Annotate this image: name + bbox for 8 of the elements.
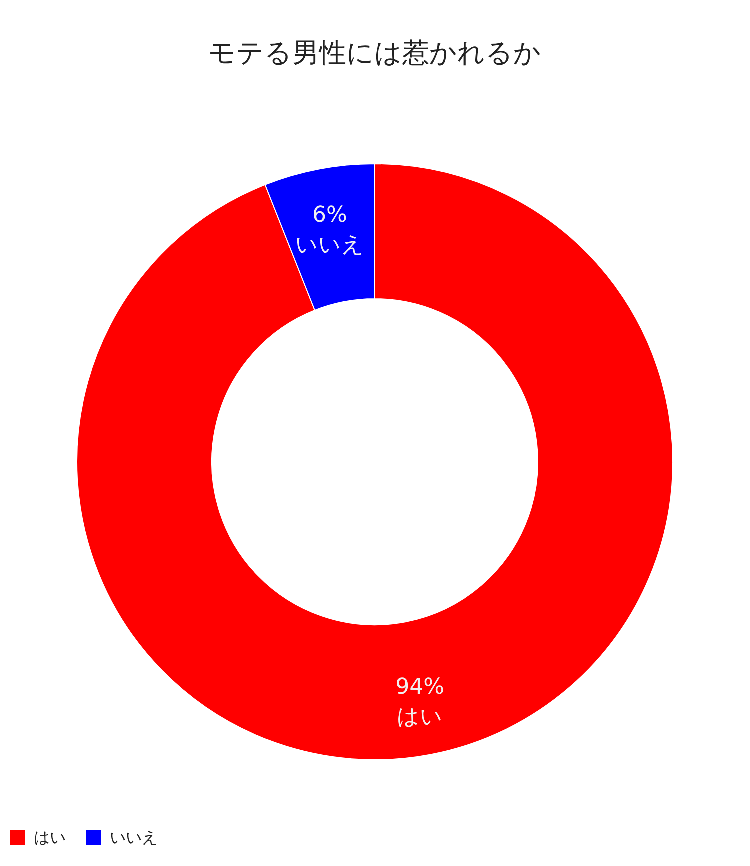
legend-label: はい [34, 828, 66, 847]
slice-label: いいえ [295, 232, 364, 258]
slice-label: はい [397, 705, 444, 730]
data-label: 94% [396, 675, 445, 700]
donut-slice [76, 164, 674, 760]
legend-label: いいえ [110, 828, 158, 847]
data-label: 6% [312, 202, 348, 228]
chart-title: モテる男性には惹かれるか [208, 38, 542, 69]
